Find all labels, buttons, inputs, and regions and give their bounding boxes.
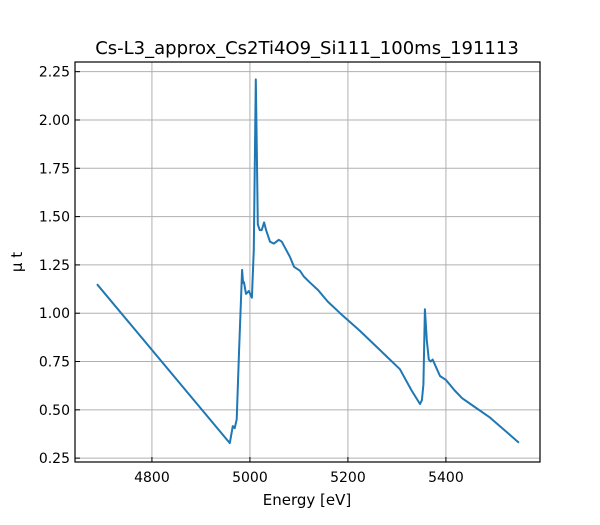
x-tick-label: 5400: [428, 470, 464, 486]
axes-frame: [74, 61, 541, 463]
y-tick-label: 1.25: [39, 258, 70, 274]
y-tick-label: 0.75: [39, 355, 70, 371]
y-tick-label: 0.50: [39, 403, 70, 419]
y-tick-label: 1.00: [39, 306, 70, 322]
x-tick-label: 5000: [232, 470, 268, 486]
y-tick-label: 0.25: [39, 451, 70, 467]
x-tick-label: 5200: [330, 470, 366, 486]
y-tick-label: 2.00: [39, 113, 70, 129]
y-tick-label: 1.75: [39, 161, 70, 177]
x-tick-label: 4800: [134, 470, 170, 486]
chart-title: Cs-L3_approx_Cs2Ti4O9_Si111_100ms_191113: [95, 38, 519, 59]
ticks: 4800 5000 5200 5400 0.25 0.50 0.75 1.00 1.25 1.50…: [39, 65, 464, 486]
y-axis-label: μ t: [8, 252, 26, 272]
grid: [75, 62, 540, 462]
x-axis-label: Energy [eV]: [263, 491, 351, 509]
y-tick-label: 2.25: [39, 65, 70, 81]
series-line-mu-t: [96, 78, 520, 445]
y-tick-label: 1.50: [39, 210, 70, 226]
